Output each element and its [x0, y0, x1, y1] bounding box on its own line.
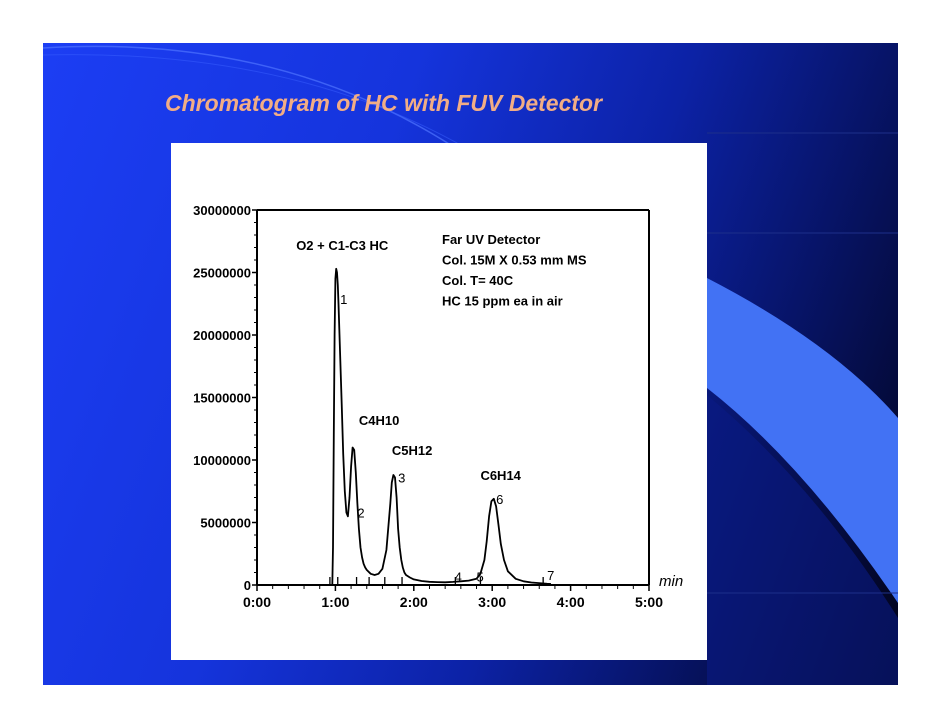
x-tick-label: 4:00: [557, 594, 585, 610]
x-unit-label: min: [659, 573, 683, 590]
peak-number: 3: [398, 471, 405, 486]
peak-number: 5: [477, 569, 484, 584]
y-tick-label: 20000000: [193, 328, 251, 343]
y-tick-label: 30000000: [193, 203, 251, 218]
peak-number: 4: [455, 569, 462, 584]
y-tick-label: 0: [244, 578, 251, 593]
peak-annotation: O2 + C1-C3 HC: [296, 238, 389, 253]
slide-background: Chromatogram of HC with FUV Detector 0 50…: [43, 43, 898, 685]
x-tick-label: 3:00: [478, 594, 506, 610]
slide-decoration: [43, 45, 898, 685]
peak-number: 7: [547, 568, 554, 583]
peak-annotation: C6H14: [480, 468, 521, 483]
y-tick-label: 10000000: [193, 453, 251, 468]
x-tick-label: 5:00: [635, 594, 663, 610]
peak-annotation: C5H12: [392, 443, 432, 458]
peak-number: 2: [357, 506, 364, 521]
peak-number: 6: [496, 492, 503, 507]
y-tick-label: 15000000: [193, 391, 251, 406]
x-tick-label: 2:00: [400, 594, 428, 610]
deco-arc-top: [43, 45, 464, 154]
y-tick-label: 25000000: [193, 266, 251, 281]
peak-number: 1: [340, 292, 347, 307]
chromatogram-chart: 0 5000000 10000000 15000000 20000000 25000000…: [193, 203, 683, 610]
deco-swoosh-dark: [707, 395, 898, 685]
detector-info-line: Col. T= 40C: [442, 273, 514, 288]
deco-arc-top-2: [43, 54, 484, 159]
peak-annotation: C4H10: [359, 413, 399, 428]
y-tick-label: 5000000: [200, 516, 251, 531]
chart-panel: 0 5000000 10000000 15000000 20000000 25000000…: [171, 143, 707, 660]
chromatogram-trace-0: [331, 267, 552, 586]
slide-title: Chromatogram of HC with FUV Detector: [165, 90, 603, 116]
detector-info-line: Col. 15M X 0.53 mm MS: [442, 253, 587, 268]
deco-swoosh-light: [707, 278, 898, 603]
x-tick-label: 1:00: [321, 594, 349, 610]
detector-info-line: HC 15 ppm ea in air: [442, 294, 563, 309]
x-tick-label: 0:00: [243, 594, 271, 610]
detector-info-line: Far UV Detector: [442, 232, 540, 247]
